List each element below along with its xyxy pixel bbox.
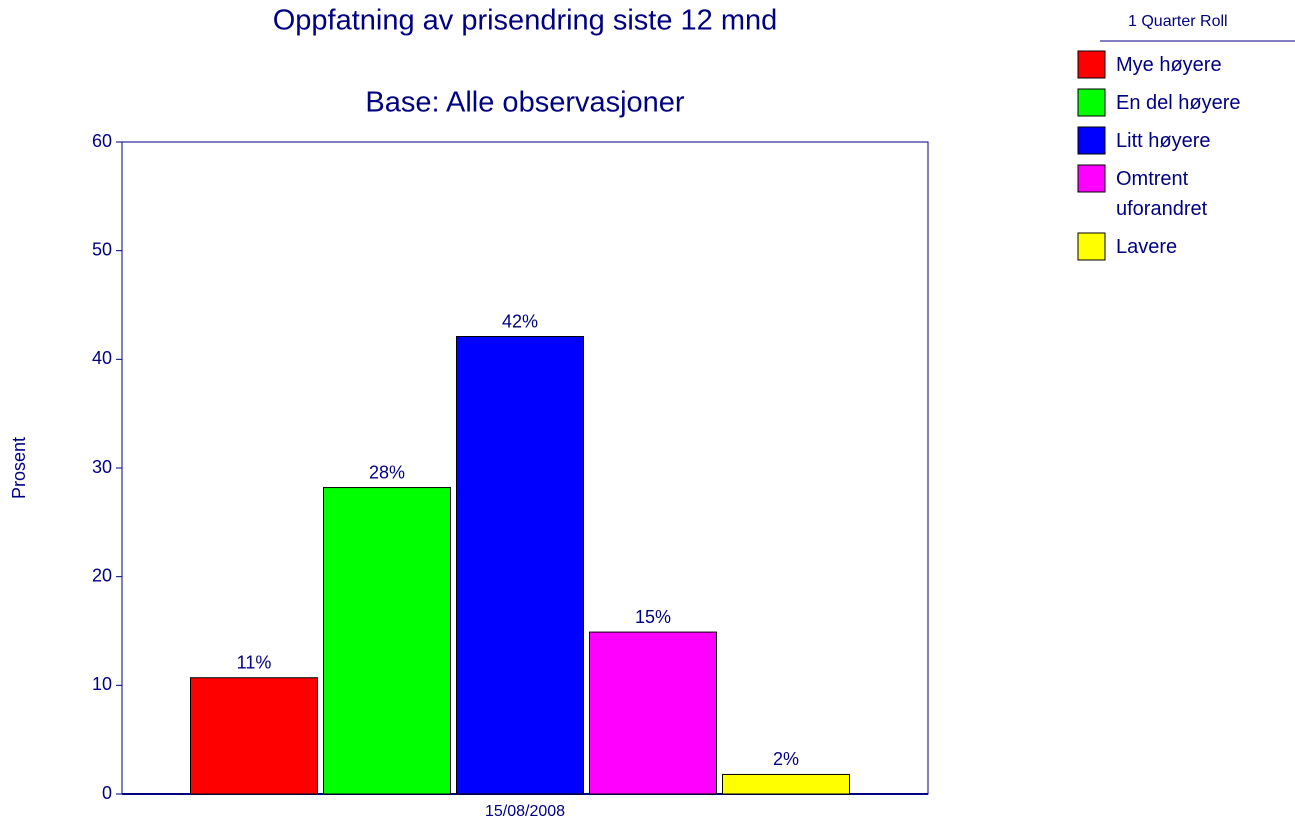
legend-title: 1 Quarter Roll	[1128, 13, 1228, 30]
legend-label-box: Lavere	[1116, 236, 1178, 258]
y-tick-label: 50	[92, 239, 112, 259]
legend-swatch	[1077, 50, 1106, 79]
y-tick-label: 20	[92, 565, 112, 585]
legend-swatch	[1077, 164, 1106, 193]
bar	[722, 773, 850, 795]
data-label: 42%	[502, 311, 538, 331]
bar	[323, 487, 451, 795]
y-tick-label: 60	[92, 131, 112, 151]
legend-swatch	[1077, 88, 1106, 117]
y-tick-label: 30	[92, 457, 112, 477]
data-label: 11%	[237, 652, 272, 672]
chart-subtitle: Base: Alle observasjoner	[365, 87, 685, 119]
chart-title: Oppfatning av prisendring siste 12 mnd	[273, 5, 778, 37]
legend-swatch	[1077, 126, 1106, 155]
bar	[190, 677, 318, 795]
legend-label-box: Omtrent uforandret	[1116, 168, 1208, 220]
x-tick-label: 15/08/2008	[485, 803, 565, 820]
data-label: 15%	[635, 607, 671, 627]
legend-label-box: En del høyere	[1116, 92, 1241, 114]
data-label: 2%	[773, 749, 799, 769]
bar	[456, 336, 584, 795]
bar	[589, 631, 717, 795]
legend-label: Lavere	[1116, 236, 1178, 258]
legend-label: Litt høyere	[1116, 130, 1211, 152]
legend-label: En del høyere	[1116, 92, 1241, 114]
legend-label: Omtrent uforandret	[1116, 168, 1208, 220]
y-tick-label: 40	[92, 348, 112, 368]
legend-label: Mye høyere	[1116, 54, 1222, 76]
legend-swatch	[1077, 232, 1106, 261]
y-tick-label: 10	[92, 674, 112, 694]
legend-label-box: Mye høyere	[1116, 54, 1222, 76]
legend-label-box: Litt høyere	[1116, 130, 1211, 152]
y-tick-label: 0	[102, 783, 112, 803]
data-label: 28%	[369, 462, 405, 482]
y-axis-label: Prosent	[9, 437, 29, 499]
